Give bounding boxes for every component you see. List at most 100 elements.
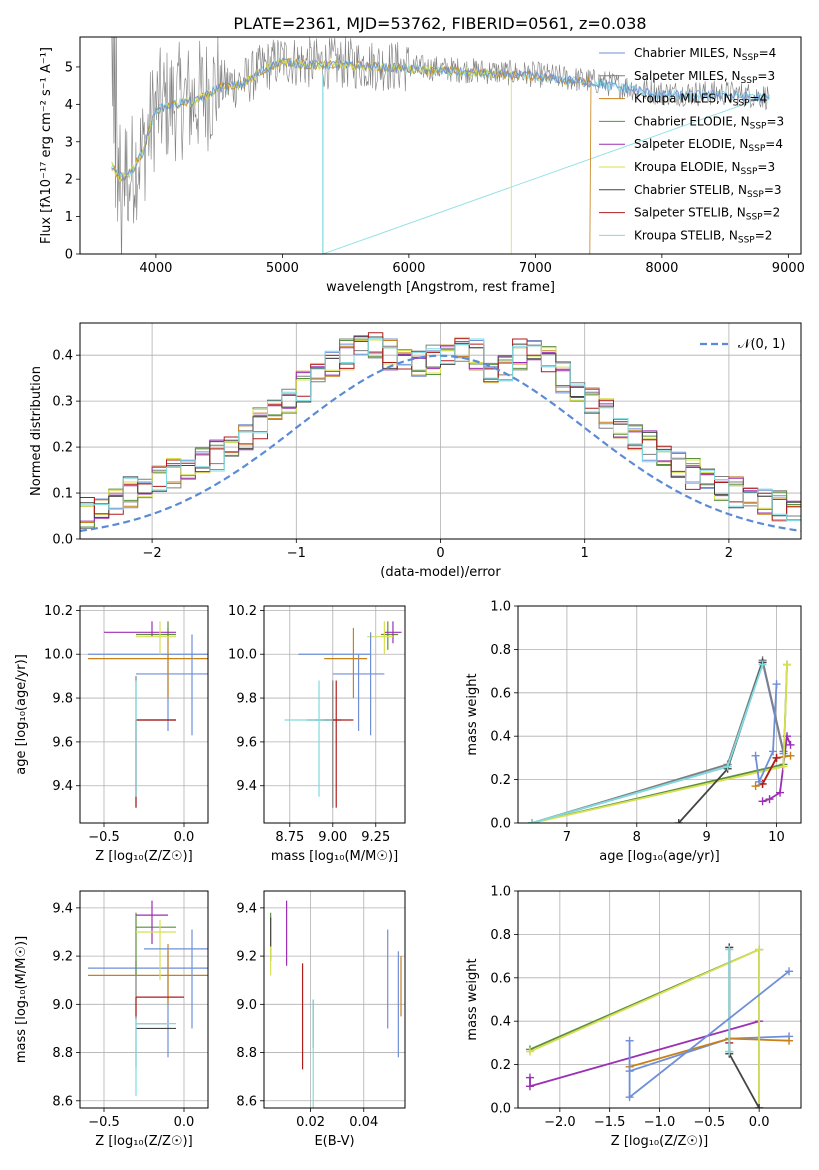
y-tick-label: 3	[65, 135, 73, 150]
y-tick-label: 9.2	[236, 950, 257, 965]
x-axis-label: wavelength [Angstrom, rest frame]	[326, 280, 555, 295]
y-tick-label: 9.0	[52, 998, 73, 1013]
y-tick-label: 9.4	[52, 901, 73, 916]
residual-histogram-step	[80, 338, 801, 528]
y-tick-label: 0.6	[490, 686, 511, 701]
age-vs-mass-panel: 8.75 9.00 9.25 9.4 9.6 9.8 10.0 10.2 mass [log₁₀…	[228, 604, 406, 864]
x-tick-label: 8000	[645, 261, 678, 276]
y-tick-label: 0.2	[490, 1058, 511, 1073]
legend-subscript: SSP	[741, 167, 758, 177]
spectrum-panel: 4000 5000 6000 7000 8000 9000 0 1 2 3 4 5 wavelength…	[39, 36, 805, 295]
residual-histogram-step	[80, 336, 801, 522]
axes-frame	[79, 605, 209, 824]
plot-area	[525, 943, 794, 1108]
x-tick-label: −1.5	[594, 1115, 626, 1130]
legend-entry: Salpeter MILES, NSSP=3	[634, 69, 775, 86]
y-tick-label: 4	[65, 98, 73, 113]
y-tick-label: 5	[65, 60, 73, 75]
y-tick-label: 10.0	[44, 648, 73, 663]
axes-frame	[79, 890, 209, 1109]
legend-subscript: SSP	[733, 99, 750, 109]
y-tick-label: 8.6	[52, 1094, 73, 1109]
mass-vs-extinction-panel: 0.02 0.04 8.6 8.8 9.0 9.2 9.4 E(B-V)	[236, 890, 406, 1149]
weight-vs-age-panel: 7 8 9 10 0.0 0.2 0.4 0.6 0.8 1.0 age [log₁₀(age/yr…	[465, 600, 802, 864]
y-tick-label: 9.0	[236, 998, 257, 1013]
legend-subscript: SSP	[747, 190, 764, 200]
figure-title: PLATE=2361, MJD=53762, FIBERID=0561, z=0…	[233, 14, 646, 33]
x-tick-label: 0.0	[174, 830, 195, 845]
x-tick-label: 9.00	[318, 830, 347, 845]
y-tick-label: 9.4	[52, 779, 73, 794]
x-tick-label: 2	[725, 546, 733, 561]
y-axis-label: mass weight	[465, 958, 480, 1040]
legend-entry: Salpeter STELIB, NSSP=2	[634, 206, 780, 223]
weight-line	[529, 948, 760, 1108]
model-spectrum-line	[111, 57, 771, 254]
legend-entry: Kroupa ELODIE, NSSP=3	[634, 160, 775, 177]
legend-count: =4	[765, 137, 783, 151]
y-tick-label: 9.2	[52, 950, 73, 965]
y-axis-label: Normed distribution	[29, 366, 44, 496]
y-tick-label: 10.0	[228, 648, 257, 663]
legend-entry: Chabrier MILES, NSSP=4	[634, 46, 776, 63]
legend-count: =4	[750, 92, 768, 106]
y-axis-label: age [log₁₀(age/yr)]	[14, 654, 29, 775]
legend-count: =3	[757, 69, 775, 83]
axes-frame	[79, 36, 802, 255]
y-tick-label: 0.8	[490, 928, 511, 943]
y-tick-label: 0.3	[52, 395, 73, 410]
y-tick-label: 0.2	[490, 773, 511, 788]
y-tick-label: 10.2	[228, 604, 257, 619]
y-tick-label: 1.0	[490, 885, 511, 900]
x-tick-label: 0.0	[749, 1115, 770, 1130]
weight-line	[678, 662, 764, 823]
mass-vs-metallicity-panel: −0.5 0.0 8.6 8.8 9.0 9.2 9.4 Z [log₁₀(Z/Z☉)] mas…	[14, 890, 209, 1149]
legend-entry: Chabrier STELIB, NSSP=3	[634, 183, 782, 200]
y-tick-label: 2	[65, 173, 73, 188]
weight-line	[531, 664, 788, 823]
x-tick-label: 0	[436, 546, 444, 561]
x-tick-label: 9	[703, 830, 711, 845]
legend-entry: Chabrier ELODIE, NSSP=3	[634, 114, 784, 131]
y-tick-label: 0.0	[490, 1102, 511, 1117]
legend-count: =3	[766, 114, 784, 128]
weight-line	[761, 757, 778, 785]
x-axis-label: E(B-V)	[314, 1134, 354, 1149]
x-tick-label: 0.0	[174, 1115, 195, 1130]
x-tick-label: −1	[287, 546, 306, 561]
residual-histogram-step	[80, 338, 801, 529]
legend-count: =2	[755, 228, 773, 242]
residual-histogram-step	[80, 338, 801, 529]
normal-distribution-curve	[80, 354, 801, 532]
x-tick-label: 0.04	[349, 1115, 378, 1130]
x-tick-label: 8.75	[275, 830, 304, 845]
x-axis-label: Z [log₁₀(Z/Z☉)]	[611, 1134, 708, 1149]
residual-histogram-step	[80, 336, 801, 518]
y-tick-label: 0	[65, 248, 73, 263]
weight-line	[529, 948, 760, 1108]
axes-frame	[263, 890, 406, 1109]
x-tick-label: 6000	[392, 261, 425, 276]
y-tick-label: 0.4	[52, 349, 73, 364]
weight-line	[531, 664, 788, 823]
y-tick-label: 10.2	[44, 604, 73, 619]
weight-vs-metallicity-panel: −2.0 −1.5 −1.0 −0.5 0.0 0.0 0.2 0.4 0.6 0.8 1.0 Z […	[465, 885, 802, 1149]
y-axis-label: mass weight	[465, 673, 480, 755]
x-tick-label: −0.5	[88, 830, 120, 845]
y-tick-label: 0.4	[490, 1015, 511, 1030]
x-tick-label: 8	[633, 830, 641, 845]
x-tick-label: 1	[581, 546, 589, 561]
axes-frame	[263, 605, 406, 824]
x-tick-label: −0.5	[88, 1115, 120, 1130]
plot-area	[270, 900, 402, 1108]
plot-area	[111, 37, 771, 254]
y-tick-label: 8.8	[52, 1046, 73, 1061]
x-axis-label: age [log₁₀(age/yr)]	[599, 849, 720, 864]
y-tick-label: 9.4	[236, 901, 257, 916]
x-tick-label: −0.5	[694, 1115, 726, 1130]
y-tick-label: 0.6	[490, 971, 511, 986]
y-tick-label: 9.8	[52, 692, 73, 707]
x-tick-label: 9000	[772, 261, 805, 276]
legend-subscript: SSP	[750, 121, 767, 131]
y-tick-label: 9.8	[236, 692, 257, 707]
